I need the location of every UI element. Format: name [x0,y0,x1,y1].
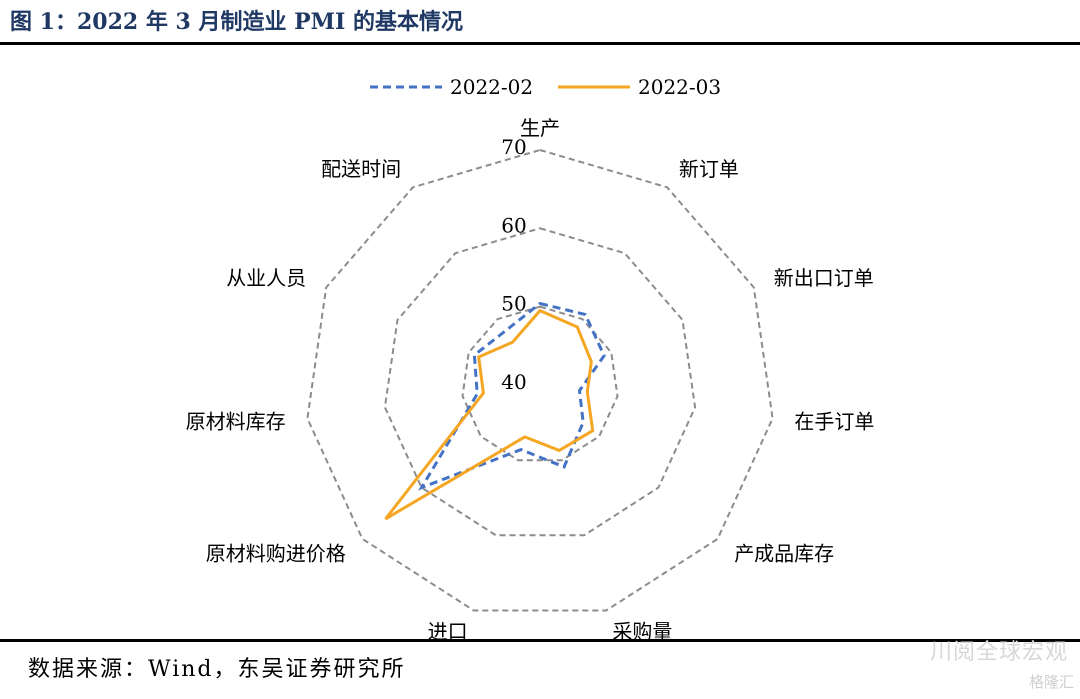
radar-grid [306,148,774,612]
axis-label-0: 生产 [520,116,560,140]
bottom-rule [0,639,1080,642]
tick-label-50: 50 [501,292,526,316]
axis-label-10: 配送时间 [321,157,401,181]
tick-label-40: 40 [501,370,526,394]
axis-label-2: 新出口订单 [774,266,874,290]
chart-legend: 2022-02 2022-03 [370,75,721,99]
tick-label-60: 60 [501,213,526,237]
axis-label-6: 进口 [428,620,468,639]
legend-entry-2022-03: 2022-03 [558,75,721,99]
tick-label-70: 70 [501,135,526,159]
series-layer [384,301,606,521]
grid-ring-60 [383,227,697,537]
radial-tick-labels: 40 50 60 70 [501,135,526,394]
legend-entry-2022-02: 2022-02 [370,75,533,99]
axis-label-4: 产成品库存 [734,541,834,565]
axis-label-9: 从业人员 [226,266,306,290]
legend-label-2022-03: 2022-03 [638,75,721,99]
top-rule [0,42,1080,45]
grid-ring-70 [306,148,774,612]
figure-title: 图 1：2022 年 3 月制造业 PMI 的基本情况 [10,9,463,35]
watermark-text: 川阅全球宏观 [929,640,1068,665]
axis-label-1: 新订单 [679,157,739,181]
axis-label-3: 在手订单 [794,410,874,434]
series-2022-02 [418,301,606,491]
axis-label-5: 采购量 [612,620,672,639]
watermark-badge: 格隆汇 [1028,673,1074,691]
grid-ring-50 [461,305,619,462]
axis-label-7: 原材料购进价格 [206,541,346,565]
axis-label-8: 原材料库存 [186,410,286,434]
data-source: 数据来源：Wind，东吴证券研究所 [28,657,406,682]
series-2022-03 [384,308,595,521]
legend-label-2022-02: 2022-02 [450,75,533,99]
